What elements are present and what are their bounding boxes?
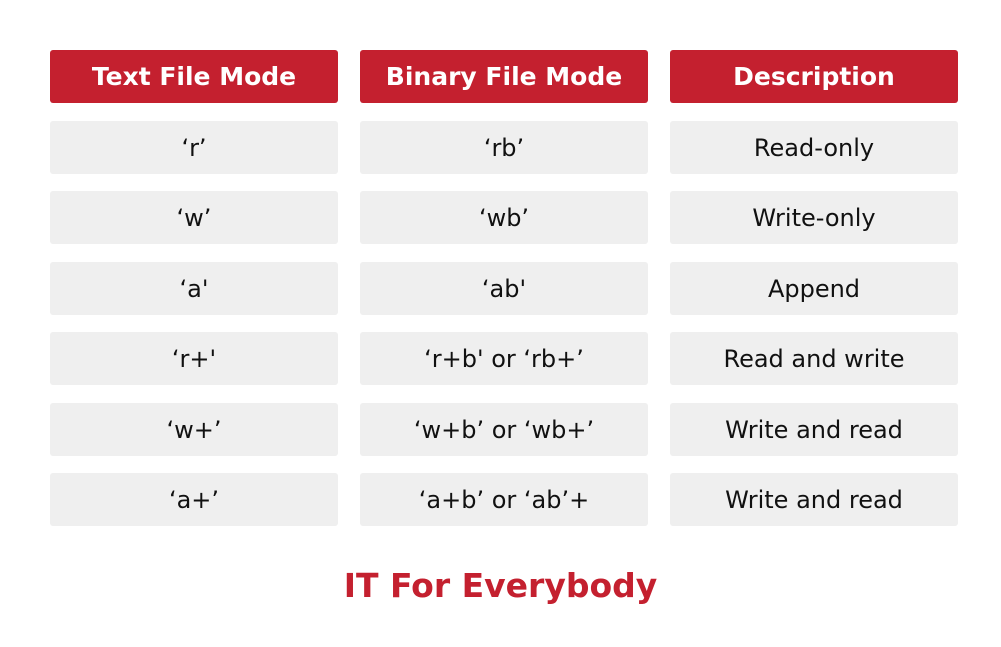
binary-mode-cell: ‘w+b’ or ‘wb+’ xyxy=(360,403,648,456)
header-description: Description xyxy=(670,50,958,103)
description-cell: Write and read xyxy=(670,403,958,456)
text-mode-cell: ‘r’ xyxy=(50,121,338,174)
binary-mode-cell: ‘rb’ xyxy=(360,121,648,174)
description-cell: Read-only xyxy=(670,121,958,174)
description-cell: Append xyxy=(670,262,958,315)
header-binary-file-mode: Binary File Mode xyxy=(360,50,648,103)
description-cell: Read and write xyxy=(670,332,958,385)
text-mode-cell: ‘r+' xyxy=(50,332,338,385)
description-cell: Write-only xyxy=(670,191,958,244)
binary-mode-cell: ‘a+b’ or ‘ab’+ xyxy=(360,473,648,526)
text-mode-cell: ‘w’ xyxy=(50,191,338,244)
binary-mode-cell: ‘ab' xyxy=(360,262,648,315)
text-mode-cell: ‘w+’ xyxy=(50,403,338,456)
binary-mode-cell: ‘wb’ xyxy=(360,191,648,244)
header-text-file-mode: Text File Mode xyxy=(50,50,338,103)
footer-brand: IT For Everybody xyxy=(343,566,658,605)
text-mode-cell: ‘a' xyxy=(50,262,338,315)
description-cell: Write and read xyxy=(670,473,958,526)
text-mode-cell: ‘a+’ xyxy=(50,473,338,526)
binary-mode-cell: ‘r+b' or ‘rb+’ xyxy=(360,332,648,385)
